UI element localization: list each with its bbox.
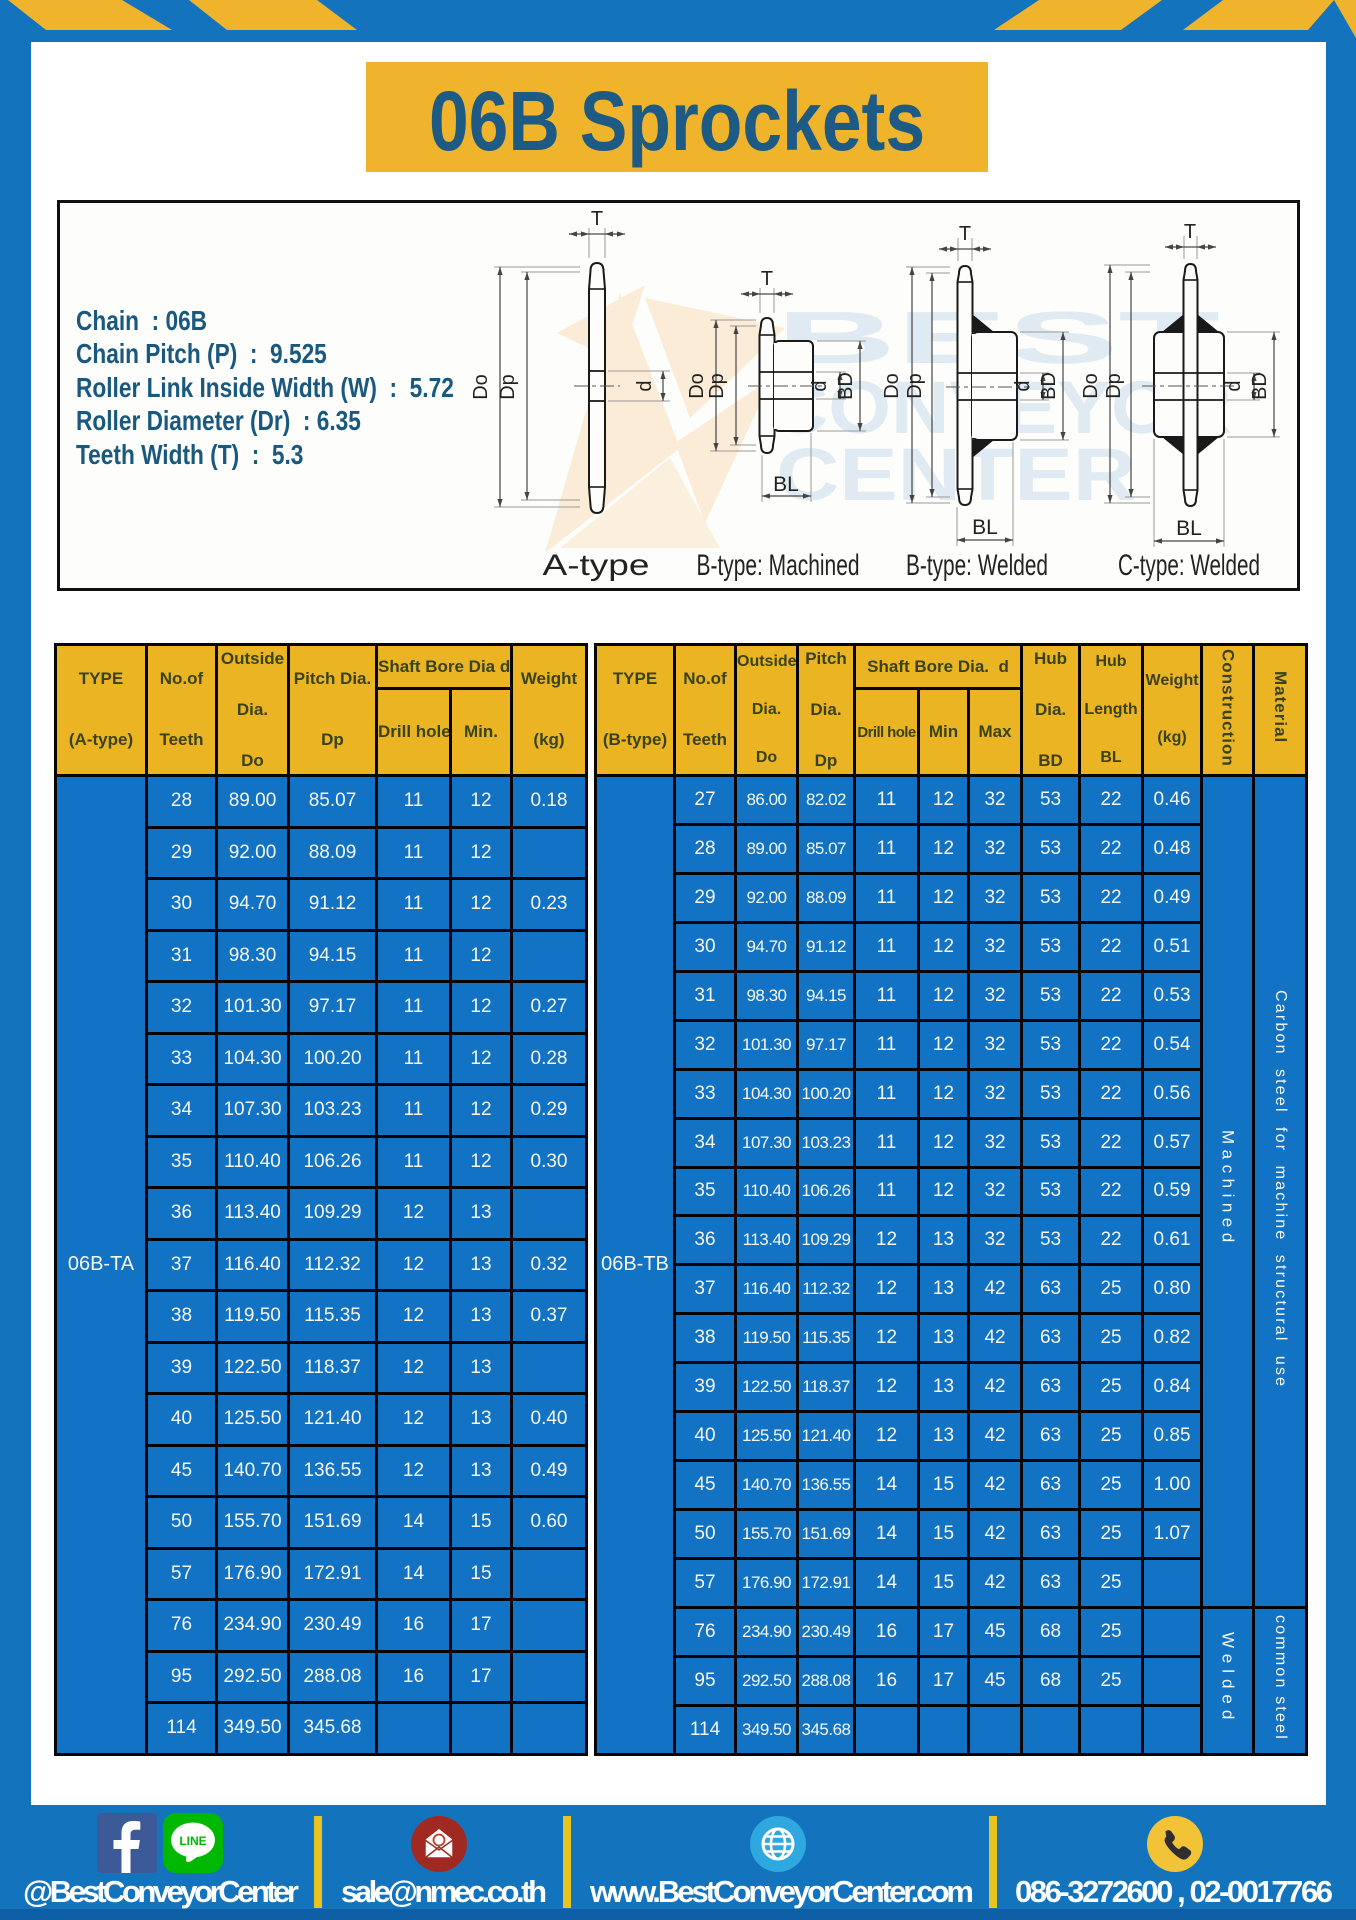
svg-text:Do: Do (686, 373, 708, 399)
svg-text:BD: BD (835, 372, 857, 400)
svg-text:T: T (1184, 221, 1196, 243)
svg-text:Dp: Dp (1103, 373, 1125, 399)
svg-text:d: d (809, 380, 831, 391)
svg-text:BL: BL (773, 473, 799, 496)
svg-text:Dp: Dp (497, 374, 519, 400)
svg-text:sale@nmec.co.th: sale@nmec.co.th (341, 1874, 547, 1909)
svg-text:d: d (1223, 380, 1245, 391)
svg-text:BD: BD (1249, 372, 1271, 400)
svg-text:CENTER: CENTER (776, 433, 1136, 516)
svg-text:BD: BD (1038, 372, 1060, 400)
svg-text:d: d (634, 380, 656, 391)
svg-text:A-type: A-type (543, 549, 650, 582)
svg-text:Dp: Dp (904, 373, 926, 399)
svg-text:Do: Do (470, 374, 492, 400)
svg-text:T: T (591, 208, 603, 230)
svg-text:www.BestConveyorCenter.com: www.BestConveyorCenter.com (589, 1874, 974, 1909)
svg-text:Do: Do (1080, 373, 1102, 399)
svg-text:BL: BL (972, 516, 998, 539)
svg-text:T: T (959, 223, 971, 245)
svg-text:LINE: LINE (179, 1834, 206, 1848)
svg-text:C-type: Welded: C-type: Welded (1118, 549, 1260, 582)
svg-text:086-3272600 , 02-0017766: 086-3272600 , 02-0017766 (1015, 1874, 1333, 1909)
svg-text:d: d (1012, 380, 1034, 391)
svg-text:Dp: Dp (706, 373, 728, 399)
svg-text:T: T (761, 268, 773, 290)
svg-text:Do: Do (881, 373, 903, 399)
svg-text:@BestConveyorCenter: @BestConveyorCenter (23, 1874, 299, 1909)
svg-text:B-type: Machined: B-type: Machined (697, 549, 860, 582)
svg-text:B-type: Welded: B-type: Welded (906, 549, 1048, 582)
svg-text:BL: BL (1176, 517, 1202, 540)
